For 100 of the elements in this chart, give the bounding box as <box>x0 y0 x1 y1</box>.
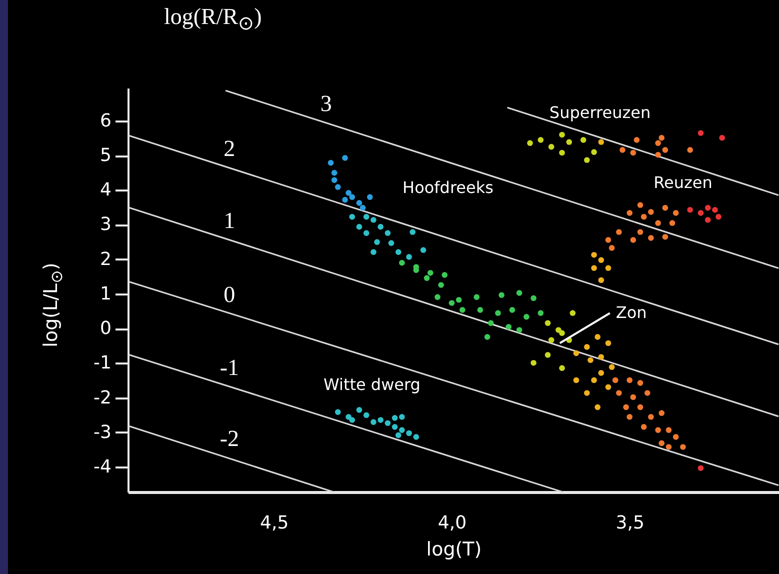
point <box>378 224 384 230</box>
point <box>605 384 612 390</box>
point <box>363 214 370 220</box>
point <box>637 404 644 410</box>
point <box>648 414 654 420</box>
point <box>640 214 647 220</box>
point <box>530 295 536 302</box>
point <box>698 210 704 216</box>
point <box>637 229 644 235</box>
legend-title: log(R/R$_{⊙}$) <box>164 4 262 36</box>
point <box>334 184 341 190</box>
point <box>634 137 640 143</box>
series-label: 2 <box>224 136 236 161</box>
point <box>370 216 376 223</box>
point <box>616 229 622 235</box>
series-label: 0 <box>224 282 236 307</box>
point <box>630 150 636 156</box>
point <box>548 144 554 150</box>
point <box>719 134 725 141</box>
point <box>588 357 594 364</box>
point <box>399 414 405 420</box>
point <box>442 272 448 278</box>
point <box>342 155 348 161</box>
point <box>655 152 661 158</box>
point <box>392 415 398 421</box>
point <box>591 265 597 271</box>
point <box>672 434 679 440</box>
point <box>566 139 572 145</box>
point <box>331 177 338 183</box>
point <box>477 306 484 313</box>
point <box>712 206 718 213</box>
point <box>456 296 462 303</box>
point <box>331 170 338 176</box>
point <box>666 427 672 433</box>
point <box>704 204 711 211</box>
point <box>648 234 654 241</box>
point <box>594 404 600 410</box>
point <box>530 360 536 366</box>
point <box>392 424 398 430</box>
point <box>349 417 356 423</box>
x-axis-title: log(T) <box>426 538 482 560</box>
annotation: Witte dwerg <box>324 375 420 394</box>
point <box>687 206 693 213</box>
point <box>662 147 668 153</box>
point <box>334 409 341 415</box>
point <box>630 237 636 243</box>
point <box>388 240 394 246</box>
annotation: Hoofdreeks <box>402 178 494 197</box>
point <box>370 419 376 425</box>
annotation: Superreuzen <box>549 103 651 122</box>
point <box>559 150 565 156</box>
point <box>672 210 679 216</box>
point <box>556 327 562 333</box>
point <box>573 350 580 356</box>
point <box>591 149 597 155</box>
y-tick-label: -2 <box>94 387 112 408</box>
point <box>349 194 356 200</box>
point <box>378 417 384 423</box>
point <box>410 229 416 235</box>
point <box>399 260 405 266</box>
point <box>559 132 565 138</box>
point <box>612 377 618 384</box>
point <box>644 390 650 396</box>
y-tick-label: 4 <box>100 180 112 201</box>
point <box>637 202 644 208</box>
point <box>548 337 554 343</box>
point <box>527 140 533 146</box>
point <box>662 204 668 211</box>
point <box>360 204 366 211</box>
point <box>658 440 665 446</box>
series-label: -2 <box>220 426 240 452</box>
point <box>356 200 362 206</box>
point <box>605 237 612 243</box>
point <box>328 160 334 166</box>
point <box>427 270 434 276</box>
y-tick-label: -4 <box>94 456 112 478</box>
point <box>374 239 380 245</box>
point <box>580 137 586 143</box>
point <box>349 214 356 220</box>
series-label: 1 <box>224 208 236 233</box>
point <box>584 344 590 350</box>
point <box>598 257 604 263</box>
point <box>488 320 494 326</box>
point <box>384 420 391 426</box>
point <box>669 220 676 226</box>
y-tick-label: 2 <box>100 248 112 270</box>
y-tick-label: 5 <box>100 145 112 166</box>
point <box>608 245 615 251</box>
point <box>605 265 612 271</box>
point <box>616 390 622 396</box>
x-tick-label: 4,5 <box>260 512 289 534</box>
point <box>666 444 672 450</box>
point <box>366 194 373 200</box>
point <box>413 434 420 440</box>
y-tick-label: -3 <box>94 422 112 443</box>
point <box>356 407 362 413</box>
point <box>605 340 612 346</box>
point <box>630 394 636 400</box>
point <box>698 130 704 136</box>
point <box>346 190 352 196</box>
